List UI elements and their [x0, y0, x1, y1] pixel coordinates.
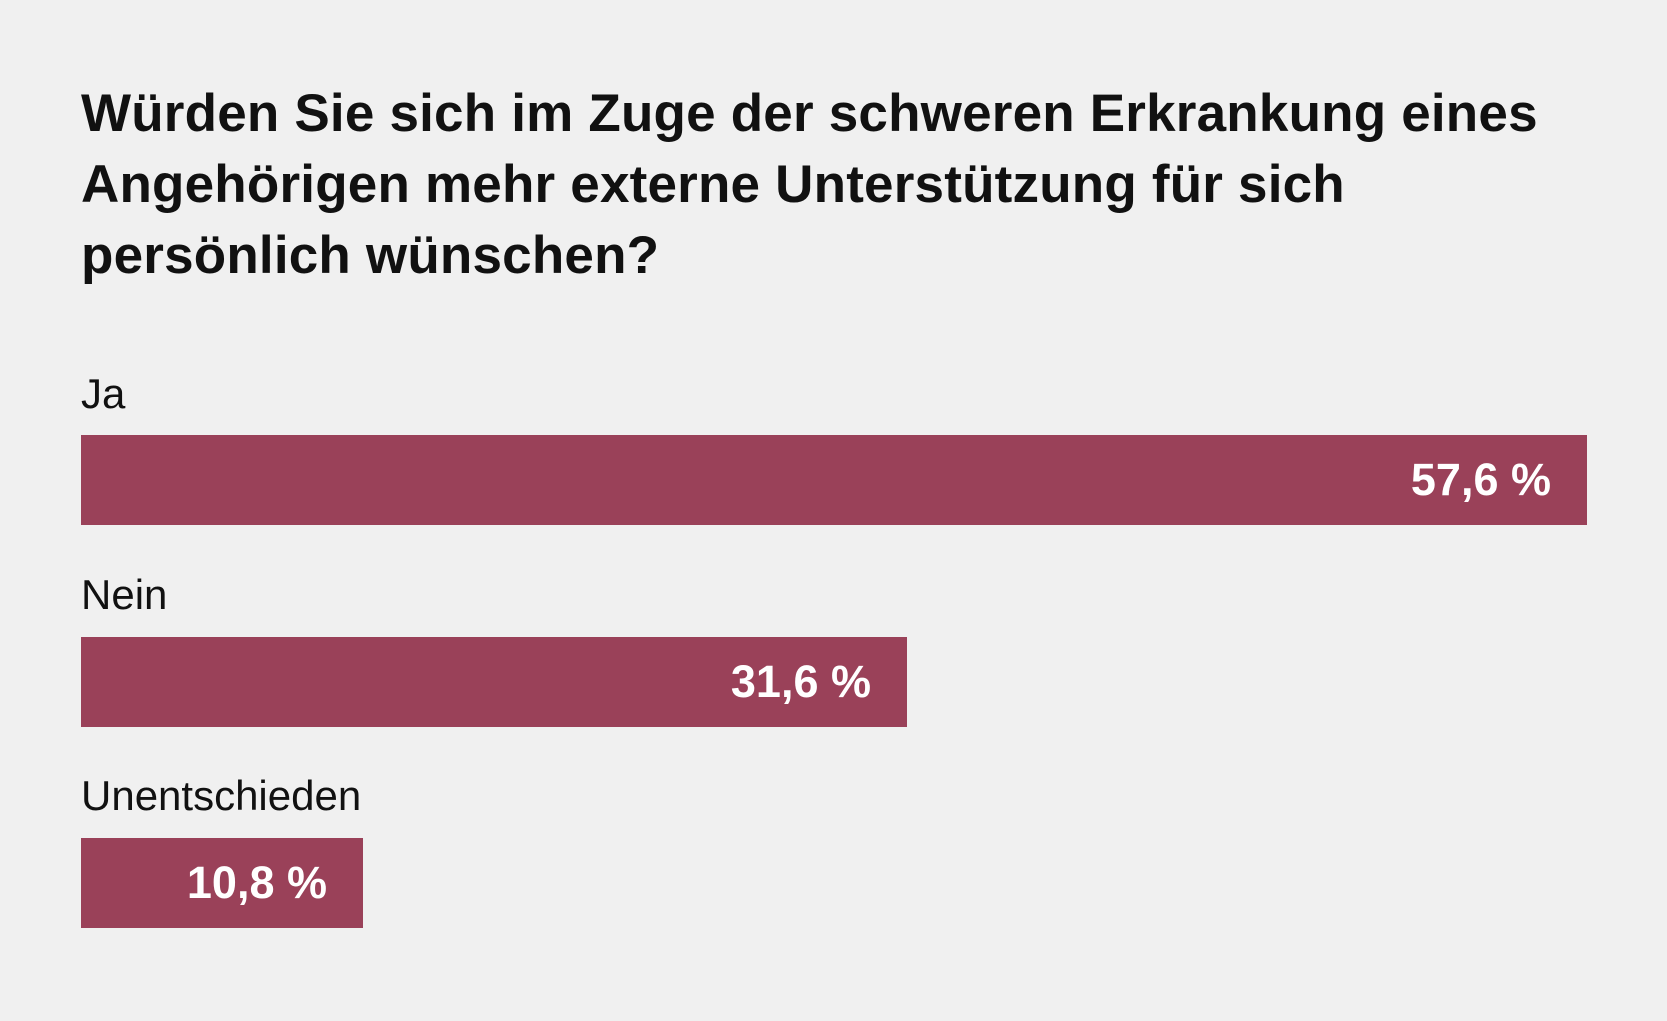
category-label: Unentschieden: [81, 772, 362, 819]
category-label: Ja: [81, 370, 126, 417]
bar: 31,6 %: [81, 637, 907, 727]
category-label: Nein: [81, 571, 168, 618]
bar: 57,6 %: [81, 435, 1587, 525]
bar-value-label: 10,8 %: [186, 857, 327, 908]
bar-value-label: 31,6 %: [730, 656, 871, 707]
bar-value-label: 57,6 %: [1410, 454, 1551, 505]
chart-title: Würden Sie sich im Zuge der schweren Erk…: [81, 84, 1538, 285]
bar: 10,8 %: [81, 838, 363, 928]
